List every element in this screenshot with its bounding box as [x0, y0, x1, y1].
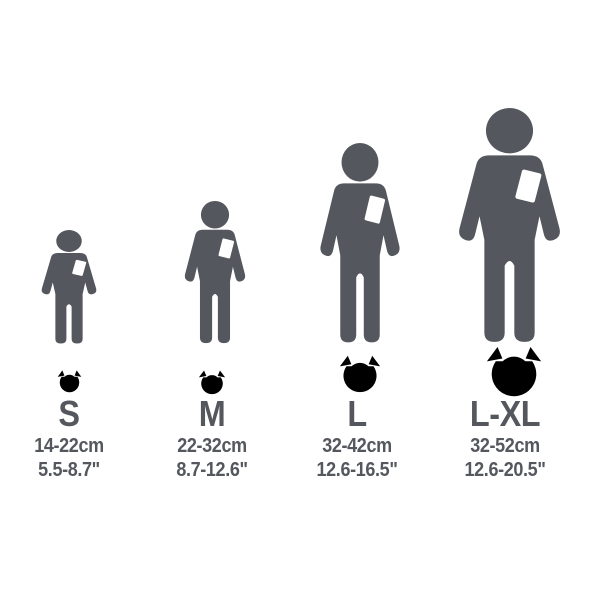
- cuff-wrap-lxl-icon: [486, 346, 542, 397]
- size-label: L-XL: [469, 393, 541, 434]
- person-figure-s-icon: [41, 230, 97, 344]
- size-label: S: [58, 393, 80, 434]
- size-column-m: M 22-32cm 8.7-12.6": [145, 394, 280, 482]
- size-column-l: L 32-42cm 12.6-16.5": [290, 394, 425, 482]
- size-range-cm: 32-42cm: [322, 435, 392, 457]
- size-range-inches: 8.7-12.6": [176, 459, 248, 481]
- size-range-cm: 14-22cm: [34, 435, 104, 457]
- person-figure-m-icon: [184, 201, 246, 344]
- size-column-lxl: L-XL 32-52cm 12.6-20.5": [438, 394, 573, 482]
- size-label: L: [347, 393, 367, 434]
- person-figure-lxl-icon: [459, 108, 560, 342]
- size-range-inches: 12.6-16.5": [316, 459, 398, 481]
- cuff-wrap-s-icon: [57, 370, 82, 393]
- size-range-inches: 12.6-20.5": [464, 459, 546, 481]
- size-range-inches: 5.5-8.7": [38, 459, 100, 481]
- size-column-s: S 14-22cm 5.5-8.7": [2, 394, 137, 482]
- cuff-wrap-l-icon: [339, 355, 381, 393]
- size-range-cm: 32-52cm: [470, 435, 540, 457]
- person-figure-l-icon: [320, 143, 400, 343]
- size-range-cm: 22-32cm: [177, 435, 247, 457]
- size-label: M: [198, 393, 226, 434]
